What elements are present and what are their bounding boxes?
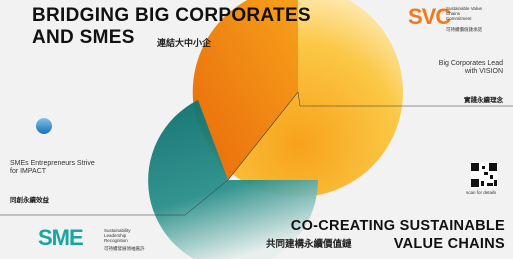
sme-name-chinese: 可持續發展領袖嘉許 bbox=[104, 246, 145, 251]
smes-text: SMEs Entrepreneurs Strive for IMPACT bbox=[10, 160, 100, 176]
qr-code bbox=[470, 162, 498, 188]
footer-line: CO-CREATING SUSTAINABLE bbox=[291, 216, 505, 236]
banner: BRIDGING BIG CORPORATES AND SMES 連結大中小企 … bbox=[0, 0, 513, 259]
corporates-chinese: 實踐永續理念 bbox=[464, 94, 503, 104]
svc-name: Sustainable Value Chains Commitment bbox=[446, 6, 486, 21]
qr-caption: scan for details bbox=[466, 190, 496, 195]
footer-chinese: 共同建構永續價值鏈 bbox=[266, 236, 352, 250]
sme-logo: SME bbox=[38, 225, 83, 251]
svc-name-chinese: 可持續價值鏈承諾 bbox=[446, 27, 482, 32]
footer-line: VALUE CHAINS bbox=[394, 234, 505, 254]
title: BRIDGING BIG CORPORATES bbox=[32, 6, 311, 26]
corporates-text: Big Corporates Lead with VISION bbox=[433, 60, 503, 76]
smes-chinese: 同創永續效益 bbox=[10, 194, 49, 204]
svc-logo: SVC bbox=[408, 4, 450, 30]
sme-name: Sustainability Leadership Recognition bbox=[104, 228, 148, 243]
title: AND SMES bbox=[32, 28, 135, 48]
sphere-icon bbox=[36, 118, 52, 134]
title-chinese: 連結大中小企 bbox=[157, 36, 211, 49]
